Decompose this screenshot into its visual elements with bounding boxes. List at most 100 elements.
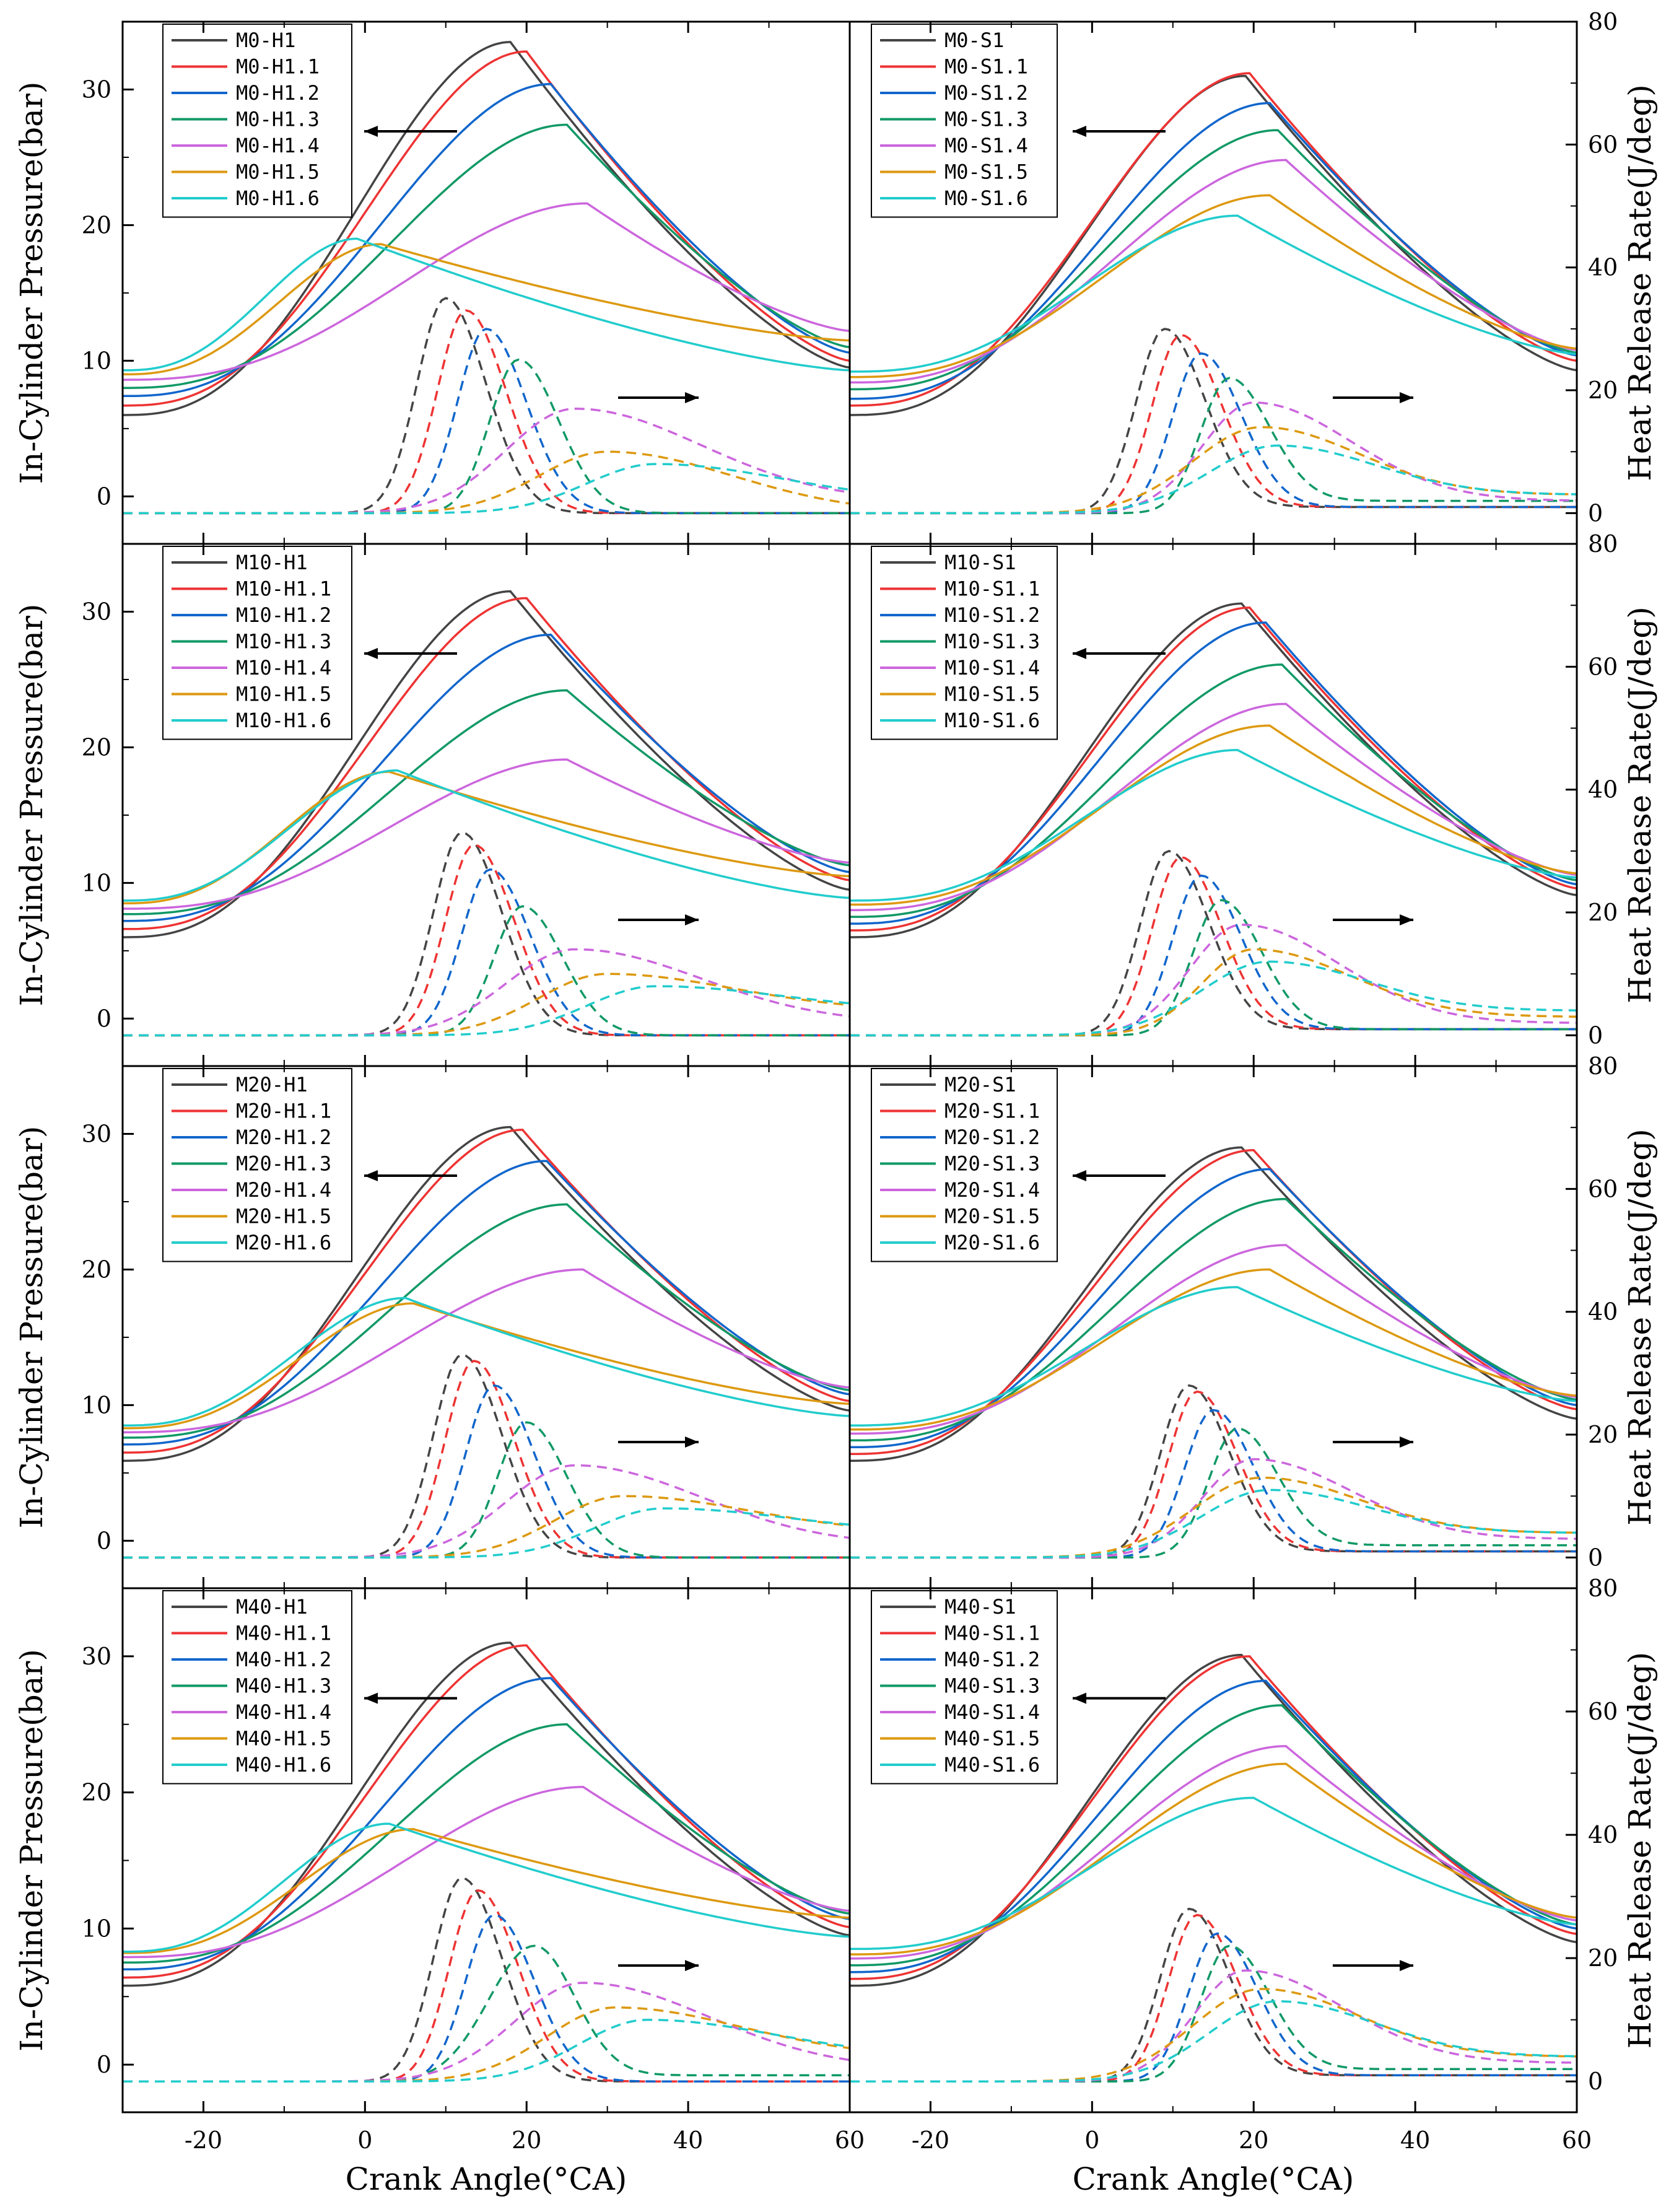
hrr-line-M40-H1 xyxy=(123,1876,850,2083)
right-arrow-icon xyxy=(685,391,699,403)
hrr-line-M0-H1.6 xyxy=(123,463,850,515)
legend-entry: M0-H1.6 xyxy=(236,186,320,210)
y-right-tick-label: 80 xyxy=(1588,1052,1618,1080)
hrr-line-M0-S1.4 xyxy=(850,401,1577,515)
right-arrow-icon xyxy=(1400,1960,1413,1972)
legend-box xyxy=(162,1068,352,1262)
pressure-line-M0-H1.5 xyxy=(123,243,850,376)
pressure-line-M0-H1.6 xyxy=(123,237,850,372)
legend-entry: M20-H1.1 xyxy=(236,1099,331,1123)
pressure-line-M10-H1.4 xyxy=(123,758,850,910)
hrr-line-M10-H1.3 xyxy=(123,905,850,1037)
y-left-axis-title: In-Cylinder Pressure(bar) xyxy=(14,82,50,484)
legend-box xyxy=(871,1590,1058,1785)
legend-entry: M10-H1.1 xyxy=(236,577,331,601)
pressure-line-M0-S1.6 xyxy=(850,214,1577,373)
hrr-line-M10-H1.1 xyxy=(123,844,850,1037)
left-arrow-icon xyxy=(364,1692,378,1704)
pressure-line-M40-S1.5 xyxy=(850,1762,1577,1956)
legend-entry: M0-H1.3 xyxy=(236,108,320,131)
y-left-tick-label: 10 xyxy=(82,347,111,374)
pressure-line-M0-H1.4 xyxy=(123,202,850,381)
pressure-line-M10-H1.1 xyxy=(123,597,850,930)
legend-entry: M0-H1.1 xyxy=(236,55,320,79)
hrr-line-M20-S1.6 xyxy=(850,1489,1577,1559)
legend-entry: M10-H1.4 xyxy=(236,656,331,680)
left-arrow-icon xyxy=(1073,1692,1086,1704)
y-right-tick-label: 40 xyxy=(1588,1298,1618,1326)
legend-entry: M0-S1.1 xyxy=(944,55,1028,79)
pressure-line-M20-S1.5 xyxy=(850,1268,1577,1431)
pressure-line-M10-S1.3 xyxy=(850,663,1577,918)
y-right-tick-label: 40 xyxy=(1588,1821,1618,1848)
legend-entry: M20-H1.6 xyxy=(236,1231,331,1254)
pressure-line-M20-H1.6 xyxy=(123,1296,850,1427)
y-right-tick-label: 0 xyxy=(1588,1021,1603,1049)
x-tick-label: 20 xyxy=(512,2127,541,2154)
y-right-tick-label: 20 xyxy=(1588,1944,1618,1972)
pressure-line-M0-S1.4 xyxy=(850,159,1577,384)
hrr-line-M0-H1.2 xyxy=(123,328,850,515)
pressure-line-M10-S1.4 xyxy=(850,702,1577,911)
hrr-line-M20-H1 xyxy=(123,1353,850,1559)
y-left-tick-label: 0 xyxy=(97,1005,111,1032)
legend-entry: M10-S1.1 xyxy=(944,577,1040,601)
hrr-line-M20-H1.6 xyxy=(123,1507,850,1559)
y-left-tick-label: 30 xyxy=(82,76,111,103)
y-left-tick-label: 30 xyxy=(82,1120,111,1147)
legend-box xyxy=(871,1068,1058,1262)
y-right-tick-label: 60 xyxy=(1588,653,1618,680)
x-tick-label: 20 xyxy=(1239,2127,1268,2154)
y-right-tick-label: 80 xyxy=(1588,530,1618,557)
y-left-tick-label: 0 xyxy=(97,1527,111,1554)
legend-entry: M40-H1 xyxy=(236,1595,308,1619)
legend-entry: M0-S1.6 xyxy=(944,186,1028,210)
legend-box xyxy=(162,24,352,218)
legend-entry: M10-S1.3 xyxy=(944,630,1040,654)
left-arrow-icon xyxy=(1073,126,1086,138)
hrr-line-M10-S1.3 xyxy=(850,899,1577,1037)
left-arrow-icon xyxy=(1073,648,1086,660)
y-right-tick-label: 40 xyxy=(1588,776,1618,803)
y-right-tick-label: 0 xyxy=(1588,499,1603,527)
legend-entry: M0-S1.2 xyxy=(944,81,1028,105)
legend-entry: M0-H1.2 xyxy=(236,81,320,105)
axes-frame: 0 10 20 30 In-Cylinder Pressure(bar) 0 20 40 60 8… xyxy=(14,8,1658,2197)
pressure-line-M40-S1.6 xyxy=(850,1796,1577,1951)
legend-entry: M20-H1 xyxy=(236,1073,308,1096)
legend-entry: M20-S1.5 xyxy=(944,1205,1040,1228)
hrr-line-M20-H1.4 xyxy=(123,1464,850,1559)
legend-entry: M0-S1.5 xyxy=(944,160,1028,184)
right-arrow-icon xyxy=(685,1960,699,1972)
legend-entry: M20-S1.3 xyxy=(944,1152,1040,1176)
y-right-tick-label: 40 xyxy=(1588,254,1618,281)
pressure-line-M10-S1.5 xyxy=(850,724,1577,906)
legend-entry: M0-S1.3 xyxy=(944,108,1028,131)
hrr-line-M40-H1.4 xyxy=(123,1982,850,2083)
hrr-line-M40-H1.2 xyxy=(123,1913,850,2083)
legend-entry: M40-S1.3 xyxy=(944,1674,1040,1698)
pressure-line-M20-S1.3 xyxy=(850,1197,1577,1442)
y-left-axis-title: In-Cylinder Pressure(bar) xyxy=(14,1649,50,2052)
pressure-line-M40-S1.3 xyxy=(850,1704,1577,1967)
legend-entry: M10-H1.2 xyxy=(236,603,331,627)
y-left-tick-label: 10 xyxy=(82,1391,111,1419)
legend-entry: M40-H1.6 xyxy=(236,1753,331,1777)
y-right-axis-title: Heat Release Rate(J/deg) xyxy=(1622,84,1658,481)
panel-M0-S: M0-S1 M0-S1.1M0-S1.2 M0-S1.3 M0-S1.4 M0-S1.5… xyxy=(850,24,1577,515)
y-right-tick-label: 0 xyxy=(1588,1544,1603,1571)
x-tick-label: 40 xyxy=(673,2127,703,2154)
legend-entry: M40-S1.2 xyxy=(944,1648,1040,1671)
legend-entry: M0-H1 xyxy=(236,28,295,52)
legend-entry: M20-S1.1 xyxy=(944,1099,1040,1123)
hrr-line-M40-H1.6 xyxy=(123,2018,850,2083)
hrr-line-M10-S1 xyxy=(850,850,1577,1037)
pressure-line-M40-H1.5 xyxy=(123,1828,850,1954)
right-arrow-icon xyxy=(685,914,699,925)
pressure-line-M10-H1.3 xyxy=(123,689,850,916)
hrr-line-M0-H1.4 xyxy=(123,408,850,515)
x-tick-label: -20 xyxy=(185,2127,222,2154)
